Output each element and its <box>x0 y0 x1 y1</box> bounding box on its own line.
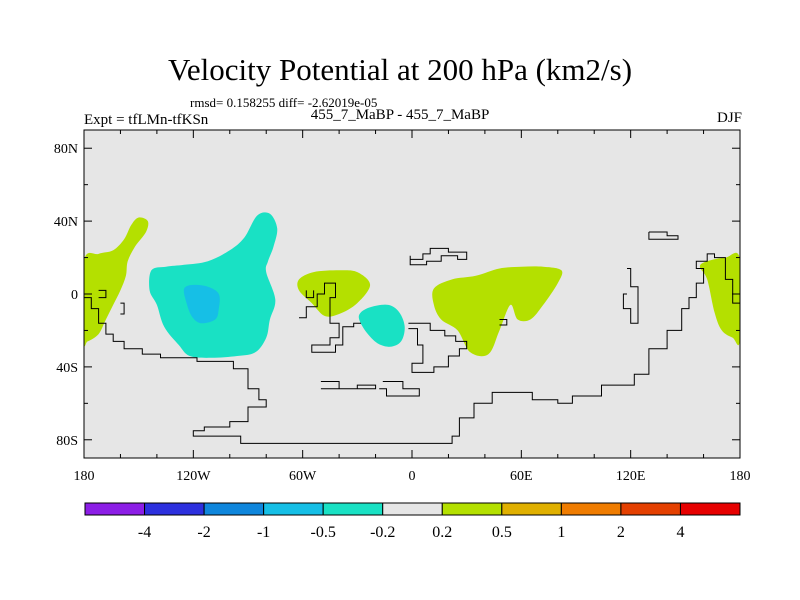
experiment-label: Expt = tfLMn-tfKSn <box>84 112 209 128</box>
coastline-japan <box>648 231 679 240</box>
coastline-africa-east <box>622 268 639 324</box>
colorbar: -4 -2 -1 -0.5 -0.2 0.2 0.5 1 2 4 <box>84 502 741 541</box>
colorbar-label: 0.2 <box>432 524 452 541</box>
contour-region-6 <box>183 284 220 324</box>
contour-region-5 <box>149 212 278 358</box>
x-tick-label: 120W <box>176 469 211 484</box>
coastline-antarctica-piece-1 <box>320 381 377 390</box>
colorbar-swatch <box>382 502 443 516</box>
colorbar-swatch <box>620 502 681 516</box>
colorbar-label: -0.5 <box>311 524 336 541</box>
colorbar-label: -4 <box>138 524 151 541</box>
contour-regions <box>84 212 740 358</box>
chart-title: Velocity Potential at 200 hPa (km2/s) <box>167 52 633 87</box>
coastline-africa-eurasia <box>409 247 468 266</box>
colorbar-swatch <box>679 502 741 516</box>
colorbar-label: 0.5 <box>492 524 512 541</box>
x-tick-label: 0 <box>409 469 416 484</box>
y-tick-label: 80N <box>54 142 78 157</box>
contour-region-3 <box>432 266 563 357</box>
stats-label: rmsd= 0.158255 diff= -2.62019e-05 <box>190 95 378 110</box>
colorbar-label: -2 <box>197 524 210 541</box>
colorbar-swatch <box>144 502 205 516</box>
x-tick-label: 180 <box>730 469 751 484</box>
coastline-south-america <box>299 282 361 353</box>
contour-region-4 <box>699 252 740 346</box>
coastline-south-pacific-island <box>98 289 107 299</box>
colorbar-label: 1 <box>557 524 565 541</box>
season-label: DJF <box>716 110 742 126</box>
coastline-africa <box>408 322 468 373</box>
colorbar-swatch <box>84 502 146 516</box>
colorbar-swatch <box>203 502 265 516</box>
axis-ticks: 180 120W 60W 0 60E 120E 180 80N 40N 0 40S 80S <box>54 130 751 484</box>
colorbar-swatch <box>322 502 384 516</box>
x-tick-label: 60W <box>289 469 317 484</box>
contour-region-1 <box>84 217 149 347</box>
coastlines <box>84 231 740 444</box>
y-tick-label: 0 <box>71 288 78 303</box>
contour-region-2 <box>297 270 371 317</box>
y-tick-label: 80S <box>56 434 78 449</box>
colorbar-swatch <box>263 502 324 516</box>
colorbar-swatch <box>501 502 562 516</box>
y-tick-label: 40S <box>56 361 78 376</box>
coastline-caribbean <box>120 302 125 315</box>
colorbar-swatch <box>560 502 622 516</box>
colorbar-label: 4 <box>676 524 684 541</box>
colorbar-label: 2 <box>617 524 625 541</box>
coastline-central-america <box>305 290 315 299</box>
coastline-new-guinea <box>499 319 508 326</box>
x-tick-label: 120E <box>616 469 646 484</box>
y-tick-label: 40N <box>54 215 78 230</box>
coastline-north-america-west <box>84 253 740 444</box>
x-tick-label: 60E <box>510 469 533 484</box>
coastline-antarctica-piece-2 <box>379 381 420 397</box>
contour-region-7 <box>358 304 405 347</box>
comparison-label: 455_7_MaBP - 455_7_MaBP <box>310 107 490 123</box>
x-tick-label: 180 <box>74 469 95 484</box>
colorbar-swatch <box>441 502 503 516</box>
colorbar-label: -1 <box>257 524 270 541</box>
colorbar-label: -0.2 <box>370 524 395 541</box>
